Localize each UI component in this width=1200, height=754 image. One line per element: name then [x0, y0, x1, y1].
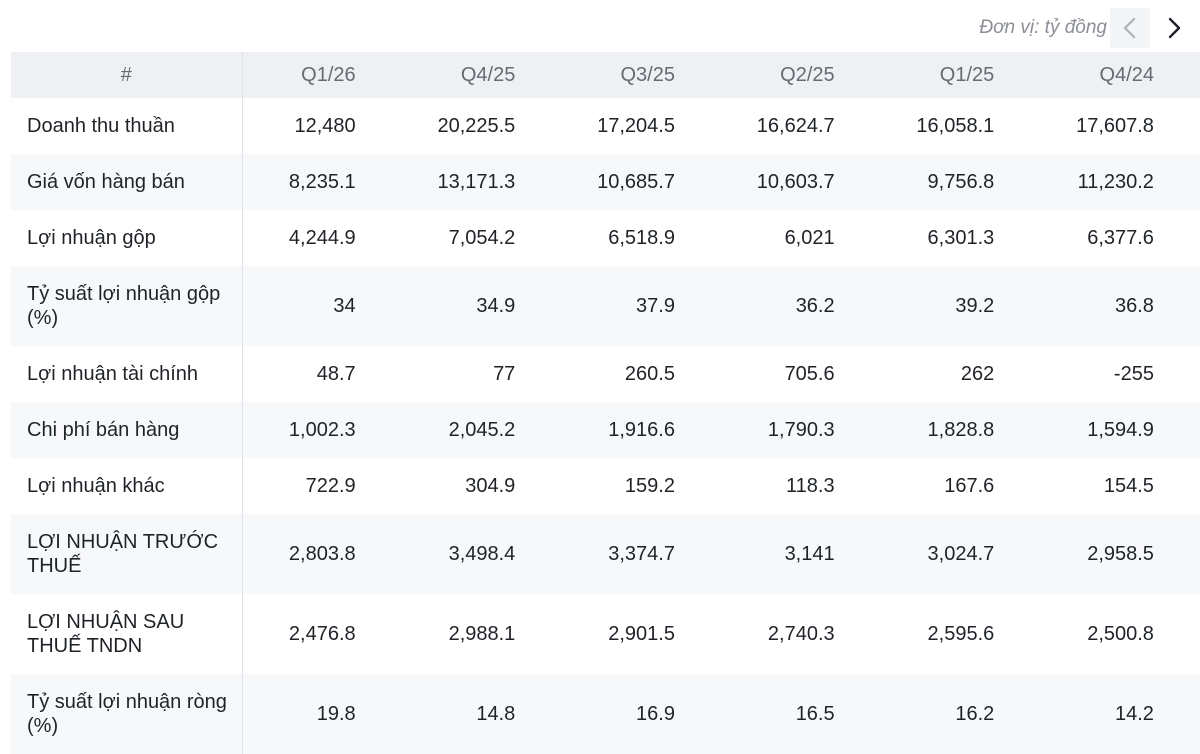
row-label: Giá vốn hàng bán: [11, 154, 243, 210]
next-period-button[interactable]: [1154, 8, 1194, 48]
table-header: # Q1/26 Q4/25 Q3/25 Q2/25 Q1/25 Q4/24: [11, 52, 1200, 98]
financial-table-container: # Q1/26 Q4/25 Q3/25 Q2/25 Q1/25 Q4/24 Do…: [11, 52, 1200, 754]
value-cell: 20,225.5: [437, 114, 516, 137]
header-row: # Q1/26 Q4/25 Q3/25 Q2/25 Q1/25 Q4/24: [11, 52, 1200, 98]
value-cell: 10,685.7: [561, 154, 721, 210]
value-cell: 705.6: [784, 362, 835, 385]
row-label: Lợi nhuận khác: [11, 458, 243, 514]
table-row: Lợi nhuận tài chính 48.7 77 260.5 705.6 262 -2…: [11, 346, 1200, 402]
value-cell: 34.9: [401, 266, 562, 346]
value-cell: 2,901.5: [608, 622, 675, 645]
value-cell: 3,498.4: [401, 514, 562, 594]
value-cell: 3,024.7: [880, 514, 1041, 594]
header-period[interactable]: Q1/25: [880, 52, 1041, 98]
value-cell: 77: [493, 362, 516, 385]
value-cell: 16.9: [561, 674, 721, 754]
value-cell: 2,500.8: [1087, 622, 1154, 645]
table-row: Tỷ suất lợi nhuận ròng (%) 19.8 14.8 16.9 16…: [11, 674, 1200, 754]
value-cell: 2,740.3: [767, 622, 835, 645]
value-cell: 10,603.7: [720, 154, 881, 210]
value-cell: -255: [1113, 362, 1154, 385]
value-cell: 154.5: [1103, 474, 1154, 497]
value-cell: 17,607.8: [1076, 114, 1154, 137]
value-cell: 159.2: [624, 474, 675, 497]
value-cell: 1,594.9: [1040, 402, 1200, 458]
previous-period-button[interactable]: [1110, 8, 1150, 48]
value-cell: 1,916.6: [561, 402, 721, 458]
value-cell: 16,624.7: [756, 114, 835, 137]
header-period[interactable]: Q3/25: [561, 52, 721, 98]
value-cell: 2,476.8: [288, 622, 356, 645]
value-cell: 37.9: [561, 266, 721, 346]
value-cell: 2,045.2: [401, 402, 562, 458]
value-cell: 3,374.7: [561, 514, 721, 594]
value-cell: 2,803.8: [242, 514, 402, 594]
value-cell: 1,002.3: [242, 402, 402, 458]
value-cell: 39.2: [880, 266, 1041, 346]
value-cell: 36.8: [1040, 266, 1200, 346]
row-label: Tỷ suất lợi nhuận ròng (%): [11, 674, 243, 754]
value-cell: 6,518.9: [608, 226, 675, 249]
value-cell: 1,828.8: [880, 402, 1041, 458]
table-row: Lợi nhuận gộp 4,244.9 7,054.2 6,518.9 6,021 6…: [11, 210, 1200, 266]
chevron-left-icon: [1120, 16, 1140, 40]
table-row: Tỷ suất lợi nhuận gộp (%) 34 34.9 37.9 36.2 3…: [11, 266, 1200, 346]
row-label: Chi phí bán hàng: [11, 402, 243, 458]
value-cell: 14.8: [401, 674, 562, 754]
value-cell: 2,595.6: [927, 622, 995, 645]
table-row: Doanh thu thuần 12,480 20,225.5 17,204.5 16,…: [11, 98, 1200, 154]
value-cell: 260.5: [624, 362, 675, 385]
value-cell: 118.3: [786, 474, 835, 497]
header-period[interactable]: Q4/25: [401, 52, 562, 98]
header-index: #: [11, 52, 243, 98]
value-cell: 13,171.3: [401, 154, 562, 210]
row-label: Doanh thu thuần: [11, 98, 243, 154]
value-cell: 8,235.1: [242, 154, 402, 210]
row-label: Lợi nhuận gộp: [11, 210, 243, 266]
header-period[interactable]: Q2/25: [720, 52, 881, 98]
value-cell: 48.7: [316, 362, 356, 385]
header-period[interactable]: Q1/26: [242, 52, 402, 98]
value-cell: 9,756.8: [880, 154, 1041, 210]
financial-table: # Q1/26 Q4/25 Q3/25 Q2/25 Q1/25 Q4/24 Do…: [11, 52, 1200, 754]
row-label: LỢI NHUẬN SAU THUẾ TNDN: [11, 594, 243, 674]
value-cell: 3,141: [720, 514, 881, 594]
value-cell: 4,244.9: [288, 226, 356, 249]
table-row: Lợi nhuận khác 722.9 304.9 159.2 118.3 167.6 1…: [11, 458, 1200, 514]
value-cell: 7,054.2: [448, 226, 516, 249]
header-period[interactable]: Q4/24: [1040, 52, 1200, 98]
value-cell: 6,021: [784, 226, 835, 249]
top-bar: Đơn vị: tỷ đồng: [0, 0, 1200, 52]
table-body: Doanh thu thuần 12,480 20,225.5 17,204.5 16,…: [11, 98, 1200, 754]
chevron-right-icon: [1164, 16, 1184, 40]
row-label: Tỷ suất lợi nhuận gộp (%): [11, 266, 243, 346]
value-cell: 304.9: [465, 474, 516, 497]
row-label: Lợi nhuận tài chính: [11, 346, 243, 402]
value-cell: 16,058.1: [916, 114, 995, 137]
value-cell: 2,988.1: [448, 622, 516, 645]
value-cell: 167.6: [944, 474, 995, 497]
value-cell: 262: [960, 362, 995, 385]
row-label: LỢI NHUẬN TRƯỚC THUẾ: [11, 514, 243, 594]
value-cell: 17,204.5: [597, 114, 675, 137]
value-cell: 1,790.3: [720, 402, 881, 458]
value-cell: 722.9: [305, 474, 356, 497]
value-cell: 2,958.5: [1040, 514, 1200, 594]
value-cell: 34: [242, 266, 402, 346]
value-cell: 36.2: [720, 266, 881, 346]
value-cell: 11,230.2: [1040, 154, 1200, 210]
table-row: Giá vốn hàng bán 8,235.1 13,171.3 10,685.7 1…: [11, 154, 1200, 210]
unit-label: Đơn vị: tỷ đồng: [979, 17, 1107, 38]
value-cell: 12,480: [294, 114, 356, 137]
value-cell: 14.2: [1040, 674, 1200, 754]
value-cell: 16.2: [880, 674, 1041, 754]
value-cell: 16.5: [720, 674, 881, 754]
value-cell: 6,377.6: [1087, 226, 1154, 249]
table-row: Chi phí bán hàng 1,002.3 2,045.2 1,916.6 1,7…: [11, 402, 1200, 458]
table-row: LỢI NHUẬN TRƯỚC THUẾ 2,803.8 3,498.4 3,374.…: [11, 514, 1200, 594]
table-row: LỢI NHUẬN SAU THUẾ TNDN 2,476.8 2,988.1 2,9…: [11, 594, 1200, 674]
value-cell: 19.8: [242, 674, 402, 754]
value-cell: 6,301.3: [927, 226, 995, 249]
